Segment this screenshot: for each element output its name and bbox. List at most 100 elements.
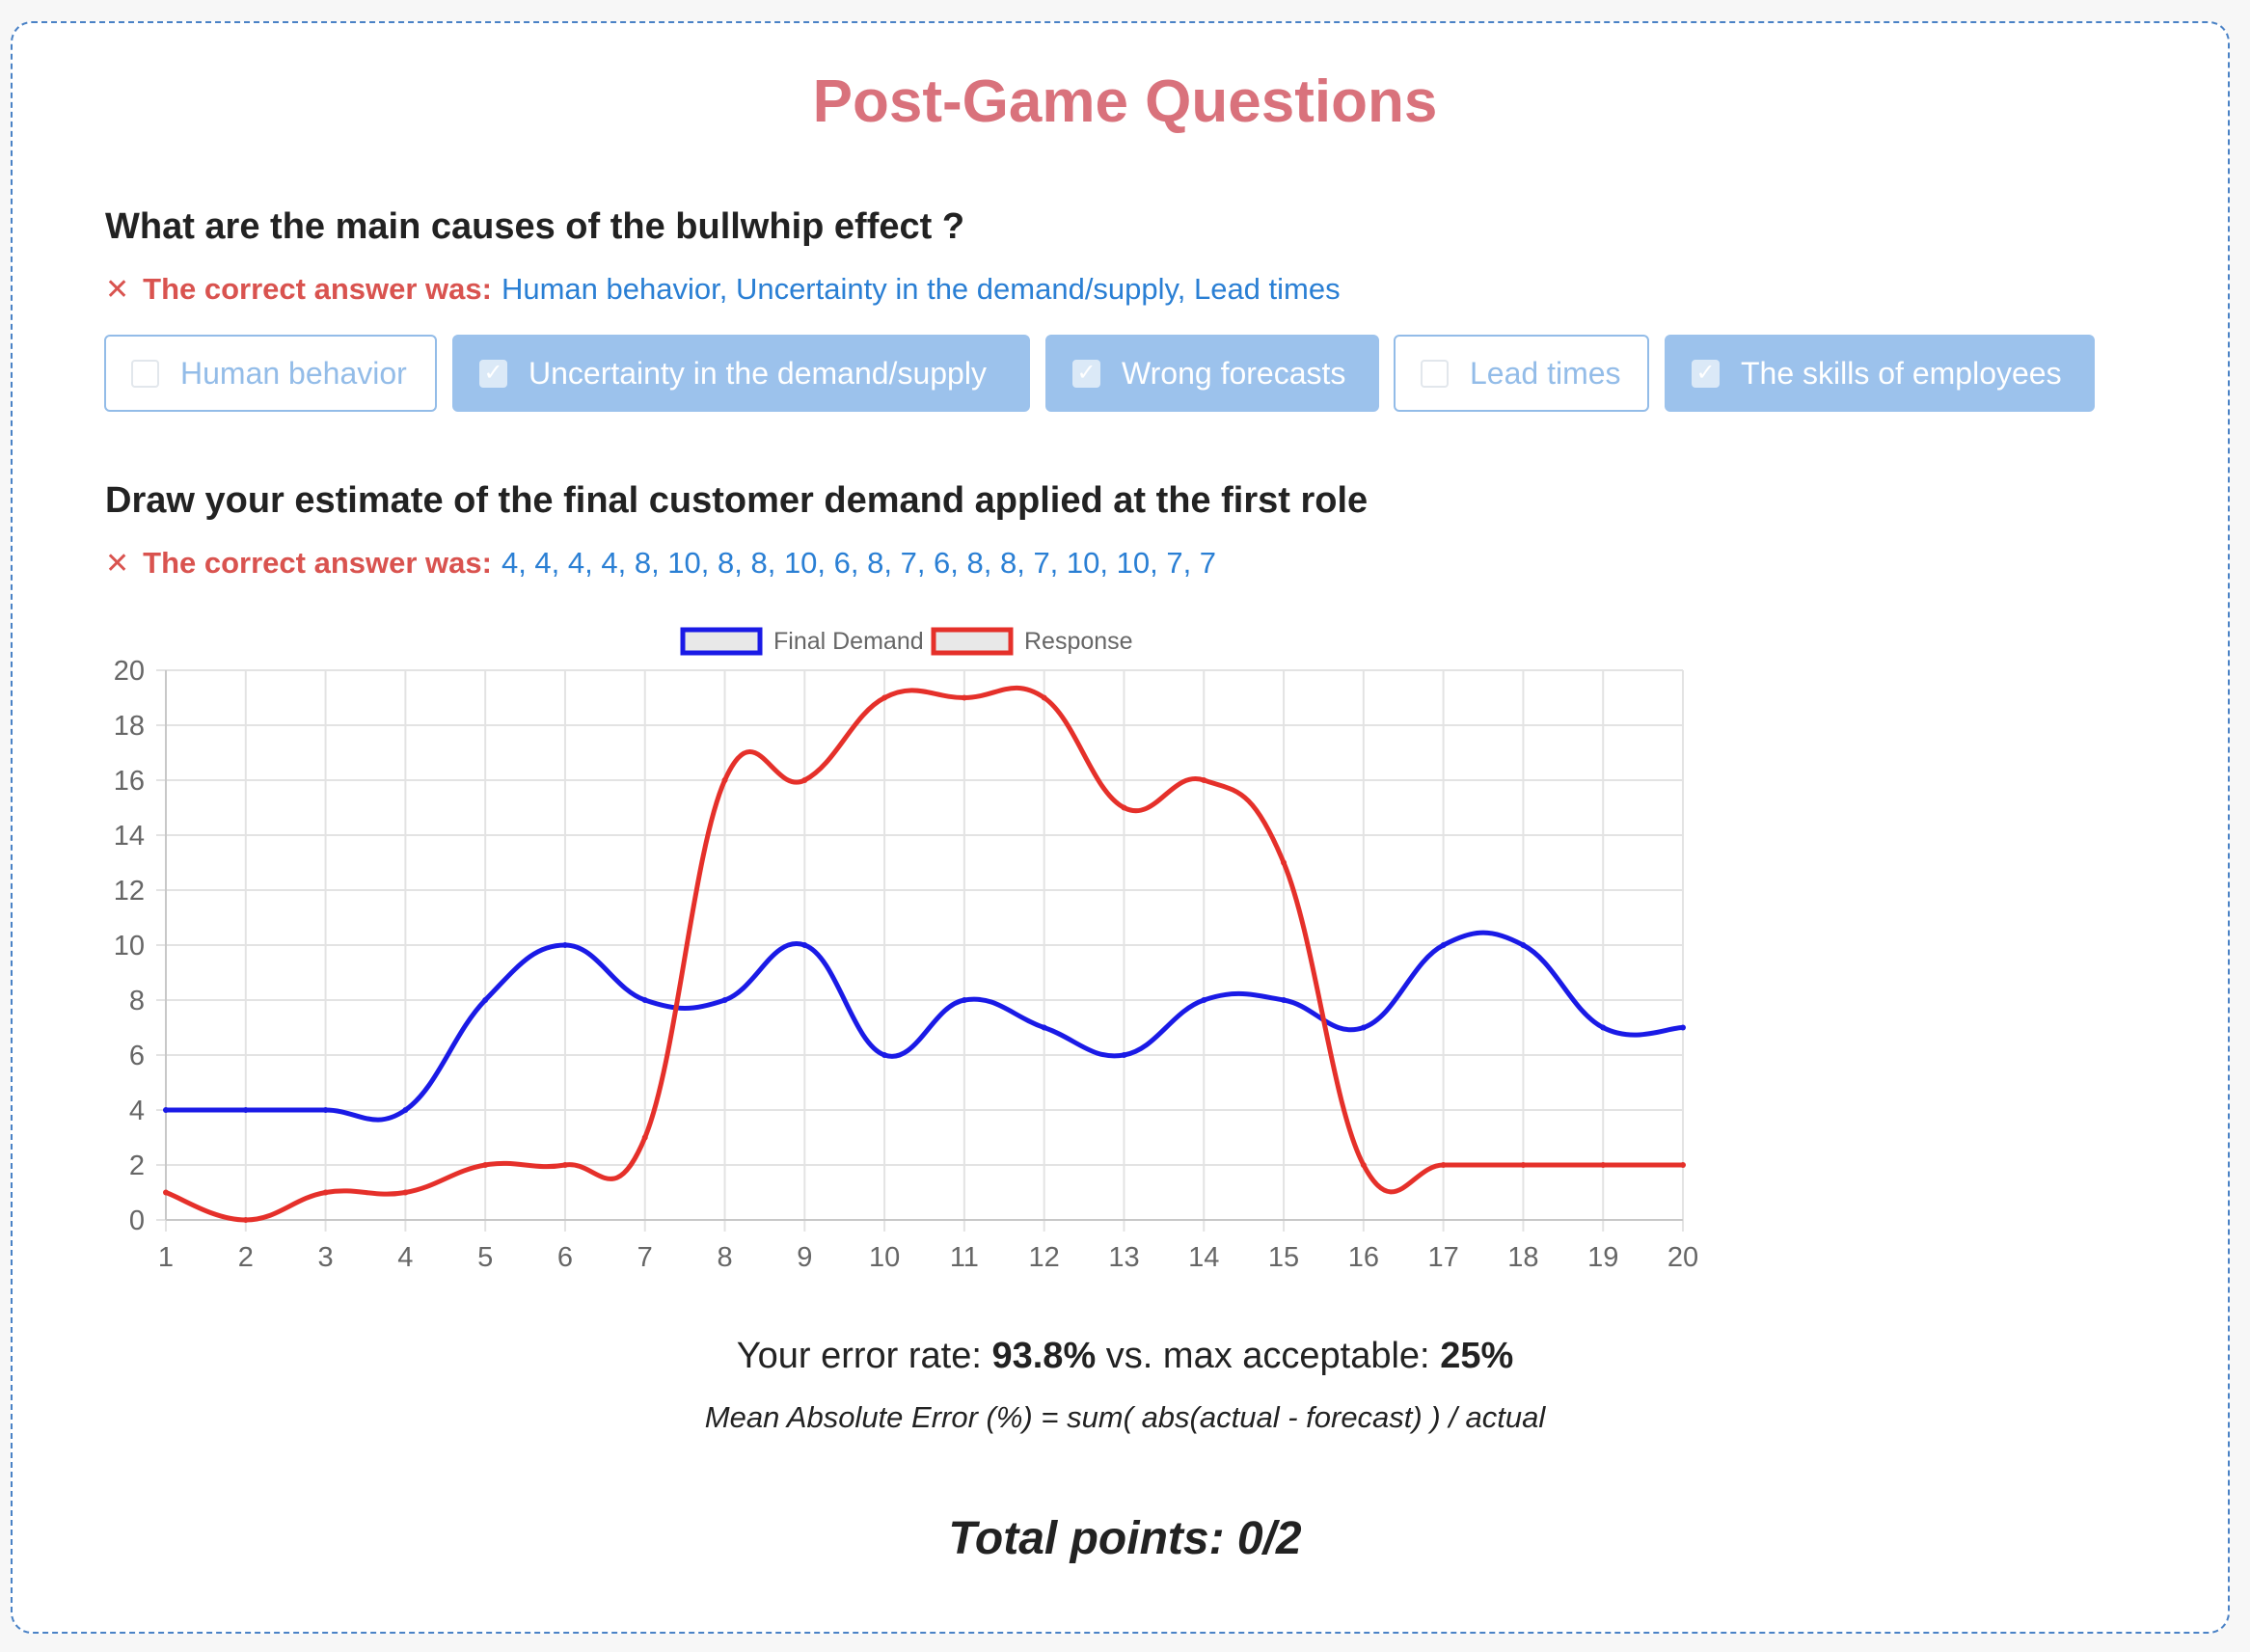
x-tick-label: 4: [397, 1242, 413, 1273]
y-tick-label: 4: [129, 1096, 145, 1126]
x-tick-label: 7: [637, 1242, 653, 1273]
x-tick-label: 9: [797, 1242, 812, 1273]
y-tick-label: 8: [129, 986, 145, 1016]
data-point[interactable]: [1281, 997, 1288, 1003]
x-tick-label: 16: [1348, 1242, 1379, 1273]
series-line-response: [165, 685, 1683, 1223]
checkbox-icon: [1421, 359, 1449, 388]
data-point[interactable]: [721, 777, 728, 783]
x-tick-label: 11: [950, 1242, 979, 1273]
x-tick-label: 12: [1029, 1242, 1060, 1273]
close-icon: ✕: [105, 548, 130, 580]
data-point[interactable]: [1440, 942, 1447, 948]
x-tick-label: 5: [477, 1242, 493, 1273]
data-point[interactable]: [801, 777, 808, 783]
data-point[interactable]: [163, 1189, 169, 1196]
x-tick-label: 14: [1188, 1242, 1219, 1273]
legend-swatch: [680, 627, 763, 656]
x-tick-label: 18: [1507, 1242, 1538, 1273]
data-point[interactable]: [402, 1189, 409, 1196]
data-point[interactable]: [1360, 1024, 1367, 1031]
answer-value: Human behavior, Uncertainty in the deman…: [501, 272, 1341, 306]
legend-label: Response: [1024, 628, 1133, 655]
data-point[interactable]: [402, 1107, 409, 1113]
data-point[interactable]: [1600, 1024, 1607, 1031]
y-tick-label: 2: [129, 1151, 145, 1181]
error-max: 25%: [1440, 1336, 1514, 1376]
check-icon: ✓: [1692, 359, 1720, 388]
data-point[interactable]: [322, 1189, 329, 1196]
option-label: Human behavior: [180, 355, 407, 391]
data-point[interactable]: [242, 1107, 249, 1113]
answer-label: The correct answer was:: [143, 546, 492, 580]
option-human-behavior[interactable]: Human behavior: [104, 335, 437, 412]
data-point[interactable]: [881, 694, 888, 701]
data-point[interactable]: [641, 997, 648, 1003]
option-skills-of-employees[interactable]: ✓ The skills of employees: [1665, 335, 2095, 412]
data-point[interactable]: [1360, 1162, 1367, 1168]
page-title: Post-Game Questions: [812, 68, 1438, 135]
data-point[interactable]: [801, 942, 808, 948]
data-point[interactable]: [881, 1052, 888, 1058]
data-point[interactable]: [482, 1162, 489, 1168]
y-tick-label: 18: [114, 711, 145, 742]
data-point[interactable]: [1121, 1052, 1127, 1058]
y-tick-label: 12: [114, 876, 145, 907]
data-point[interactable]: [1121, 804, 1127, 811]
y-tick-label: 16: [114, 766, 145, 797]
x-tick-label: 3: [318, 1242, 334, 1273]
option-lead-times[interactable]: Lead times: [1394, 335, 1649, 412]
data-point[interactable]: [1440, 1162, 1447, 1168]
check-icon: ✓: [1072, 359, 1100, 388]
error-prefix: Your error rate:: [736, 1336, 982, 1376]
x-tick-label: 6: [557, 1242, 573, 1273]
data-point[interactable]: [1041, 694, 1047, 701]
answer-value: 4, 4, 4, 4, 8, 10, 8, 8, 10, 6, 8, 7, 6,…: [501, 546, 1217, 580]
x-tick-label: 15: [1268, 1242, 1299, 1273]
error-formula: Mean Absolute Error (%) = sum( abs(actua…: [704, 1400, 1546, 1434]
data-point[interactable]: [561, 1162, 568, 1168]
data-point[interactable]: [1201, 777, 1207, 783]
data-point[interactable]: [1680, 1024, 1686, 1031]
data-point[interactable]: [1201, 997, 1207, 1003]
series-line-final-demand: [166, 930, 1684, 1123]
close-icon: ✕: [105, 274, 130, 306]
y-tick-label: 6: [129, 1041, 145, 1071]
error-rate: Your error rate: 93.8% vs. max acceptabl…: [0, 1336, 2250, 1377]
data-point[interactable]: [961, 694, 967, 701]
option-label: Lead times: [1470, 355, 1621, 391]
data-point[interactable]: [1041, 1024, 1047, 1031]
data-point[interactable]: [482, 997, 489, 1003]
y-tick-label: 20: [114, 656, 145, 687]
x-tick-label: 13: [1108, 1242, 1139, 1273]
data-point[interactable]: [961, 997, 967, 1003]
question-1-title: What are the main causes of the bullwhip…: [105, 206, 965, 247]
data-point[interactable]: [1520, 1162, 1527, 1168]
data-point[interactable]: [242, 1217, 249, 1223]
data-point[interactable]: [1600, 1162, 1607, 1168]
data-point[interactable]: [1680, 1162, 1686, 1168]
y-tick-label: 0: [129, 1205, 145, 1236]
data-point[interactable]: [721, 997, 728, 1003]
x-tick-label: 20: [1667, 1242, 1698, 1273]
y-tick-label: 10: [114, 931, 145, 961]
option-label: Wrong forecasts: [1122, 355, 1346, 391]
data-point[interactable]: [561, 942, 568, 948]
x-tick-label: 10: [869, 1242, 900, 1273]
option-uncertainty[interactable]: ✓ Uncertainty in the demand/supply: [452, 335, 1030, 412]
question-1-answer: ✕ The correct answer was: Human behavior, …: [105, 272, 1341, 307]
x-tick-label: 2: [238, 1242, 254, 1273]
data-point[interactable]: [163, 1107, 169, 1113]
legend-swatch: [931, 627, 1014, 656]
post-game-panel: [11, 21, 2230, 1634]
option-label: The skills of employees: [1741, 355, 2062, 391]
legend-label: Final Demand: [773, 628, 924, 655]
option-label: Uncertainty in the demand/supply: [529, 355, 987, 391]
data-point[interactable]: [322, 1107, 329, 1113]
data-point[interactable]: [641, 1134, 648, 1141]
data-point[interactable]: [1281, 859, 1288, 866]
option-wrong-forecasts[interactable]: ✓ Wrong forecasts: [1045, 335, 1379, 412]
checkbox-icon: [131, 359, 159, 388]
data-point[interactable]: [1520, 942, 1527, 948]
